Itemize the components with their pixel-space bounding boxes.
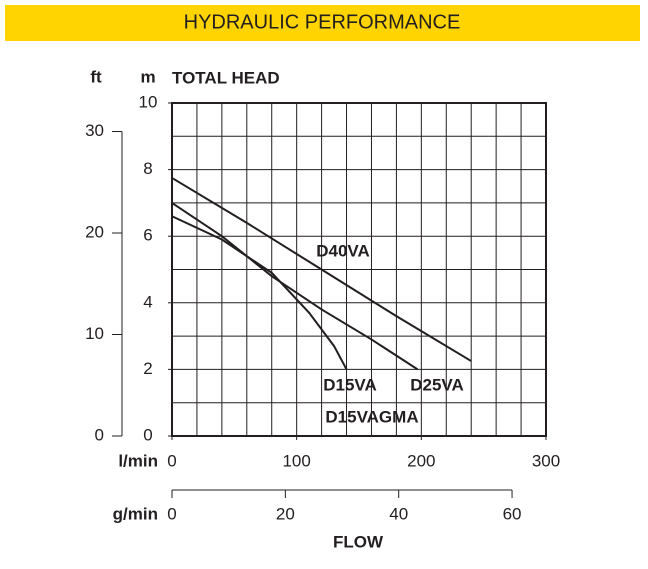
curve-label: D15VA bbox=[323, 375, 377, 394]
x-label: FLOW bbox=[333, 532, 384, 551]
curve bbox=[171, 177, 472, 362]
x-tick-label: 200 bbox=[407, 451, 435, 470]
x2-tick-label: 20 bbox=[276, 504, 295, 523]
y2-tick-label: 30 bbox=[85, 121, 104, 140]
x-tick-label: 100 bbox=[282, 451, 310, 470]
y-tick-label: 8 bbox=[143, 159, 152, 178]
x2-tick-label: 40 bbox=[389, 504, 408, 523]
y2-tick-label: 10 bbox=[85, 324, 104, 343]
chart-title: HYDRAULIC PERFORMANCE bbox=[184, 11, 461, 33]
y-tick-label: 2 bbox=[143, 359, 152, 378]
title-banner bbox=[5, 5, 640, 41]
y2-tick-label: 20 bbox=[85, 222, 104, 241]
y-tick-label: 4 bbox=[143, 292, 152, 311]
x2-unit: g/min bbox=[113, 504, 158, 523]
curve-label: D25VA bbox=[410, 375, 464, 394]
curve bbox=[171, 215, 348, 370]
y2-unit: ft bbox=[90, 67, 102, 86]
x-tick-label: 0 bbox=[167, 451, 176, 470]
annotation: D15VAGMA bbox=[325, 407, 418, 426]
x2-tick-label: 0 bbox=[167, 504, 176, 523]
x2-tick-label: 60 bbox=[503, 504, 522, 523]
curve-label: D40VA bbox=[316, 241, 370, 260]
y-unit: m bbox=[140, 67, 155, 86]
plot-border bbox=[171, 102, 547, 437]
y-tick-label: 6 bbox=[143, 226, 152, 245]
y-tick-label: 10 bbox=[139, 92, 158, 111]
curve bbox=[171, 202, 419, 371]
x-unit: l/min bbox=[118, 451, 158, 470]
x-tick-label: 300 bbox=[532, 451, 560, 470]
y-label: TOTAL HEAD bbox=[172, 68, 280, 87]
y-tick-label: 0 bbox=[143, 425, 152, 444]
y2-tick-label: 0 bbox=[95, 425, 104, 444]
